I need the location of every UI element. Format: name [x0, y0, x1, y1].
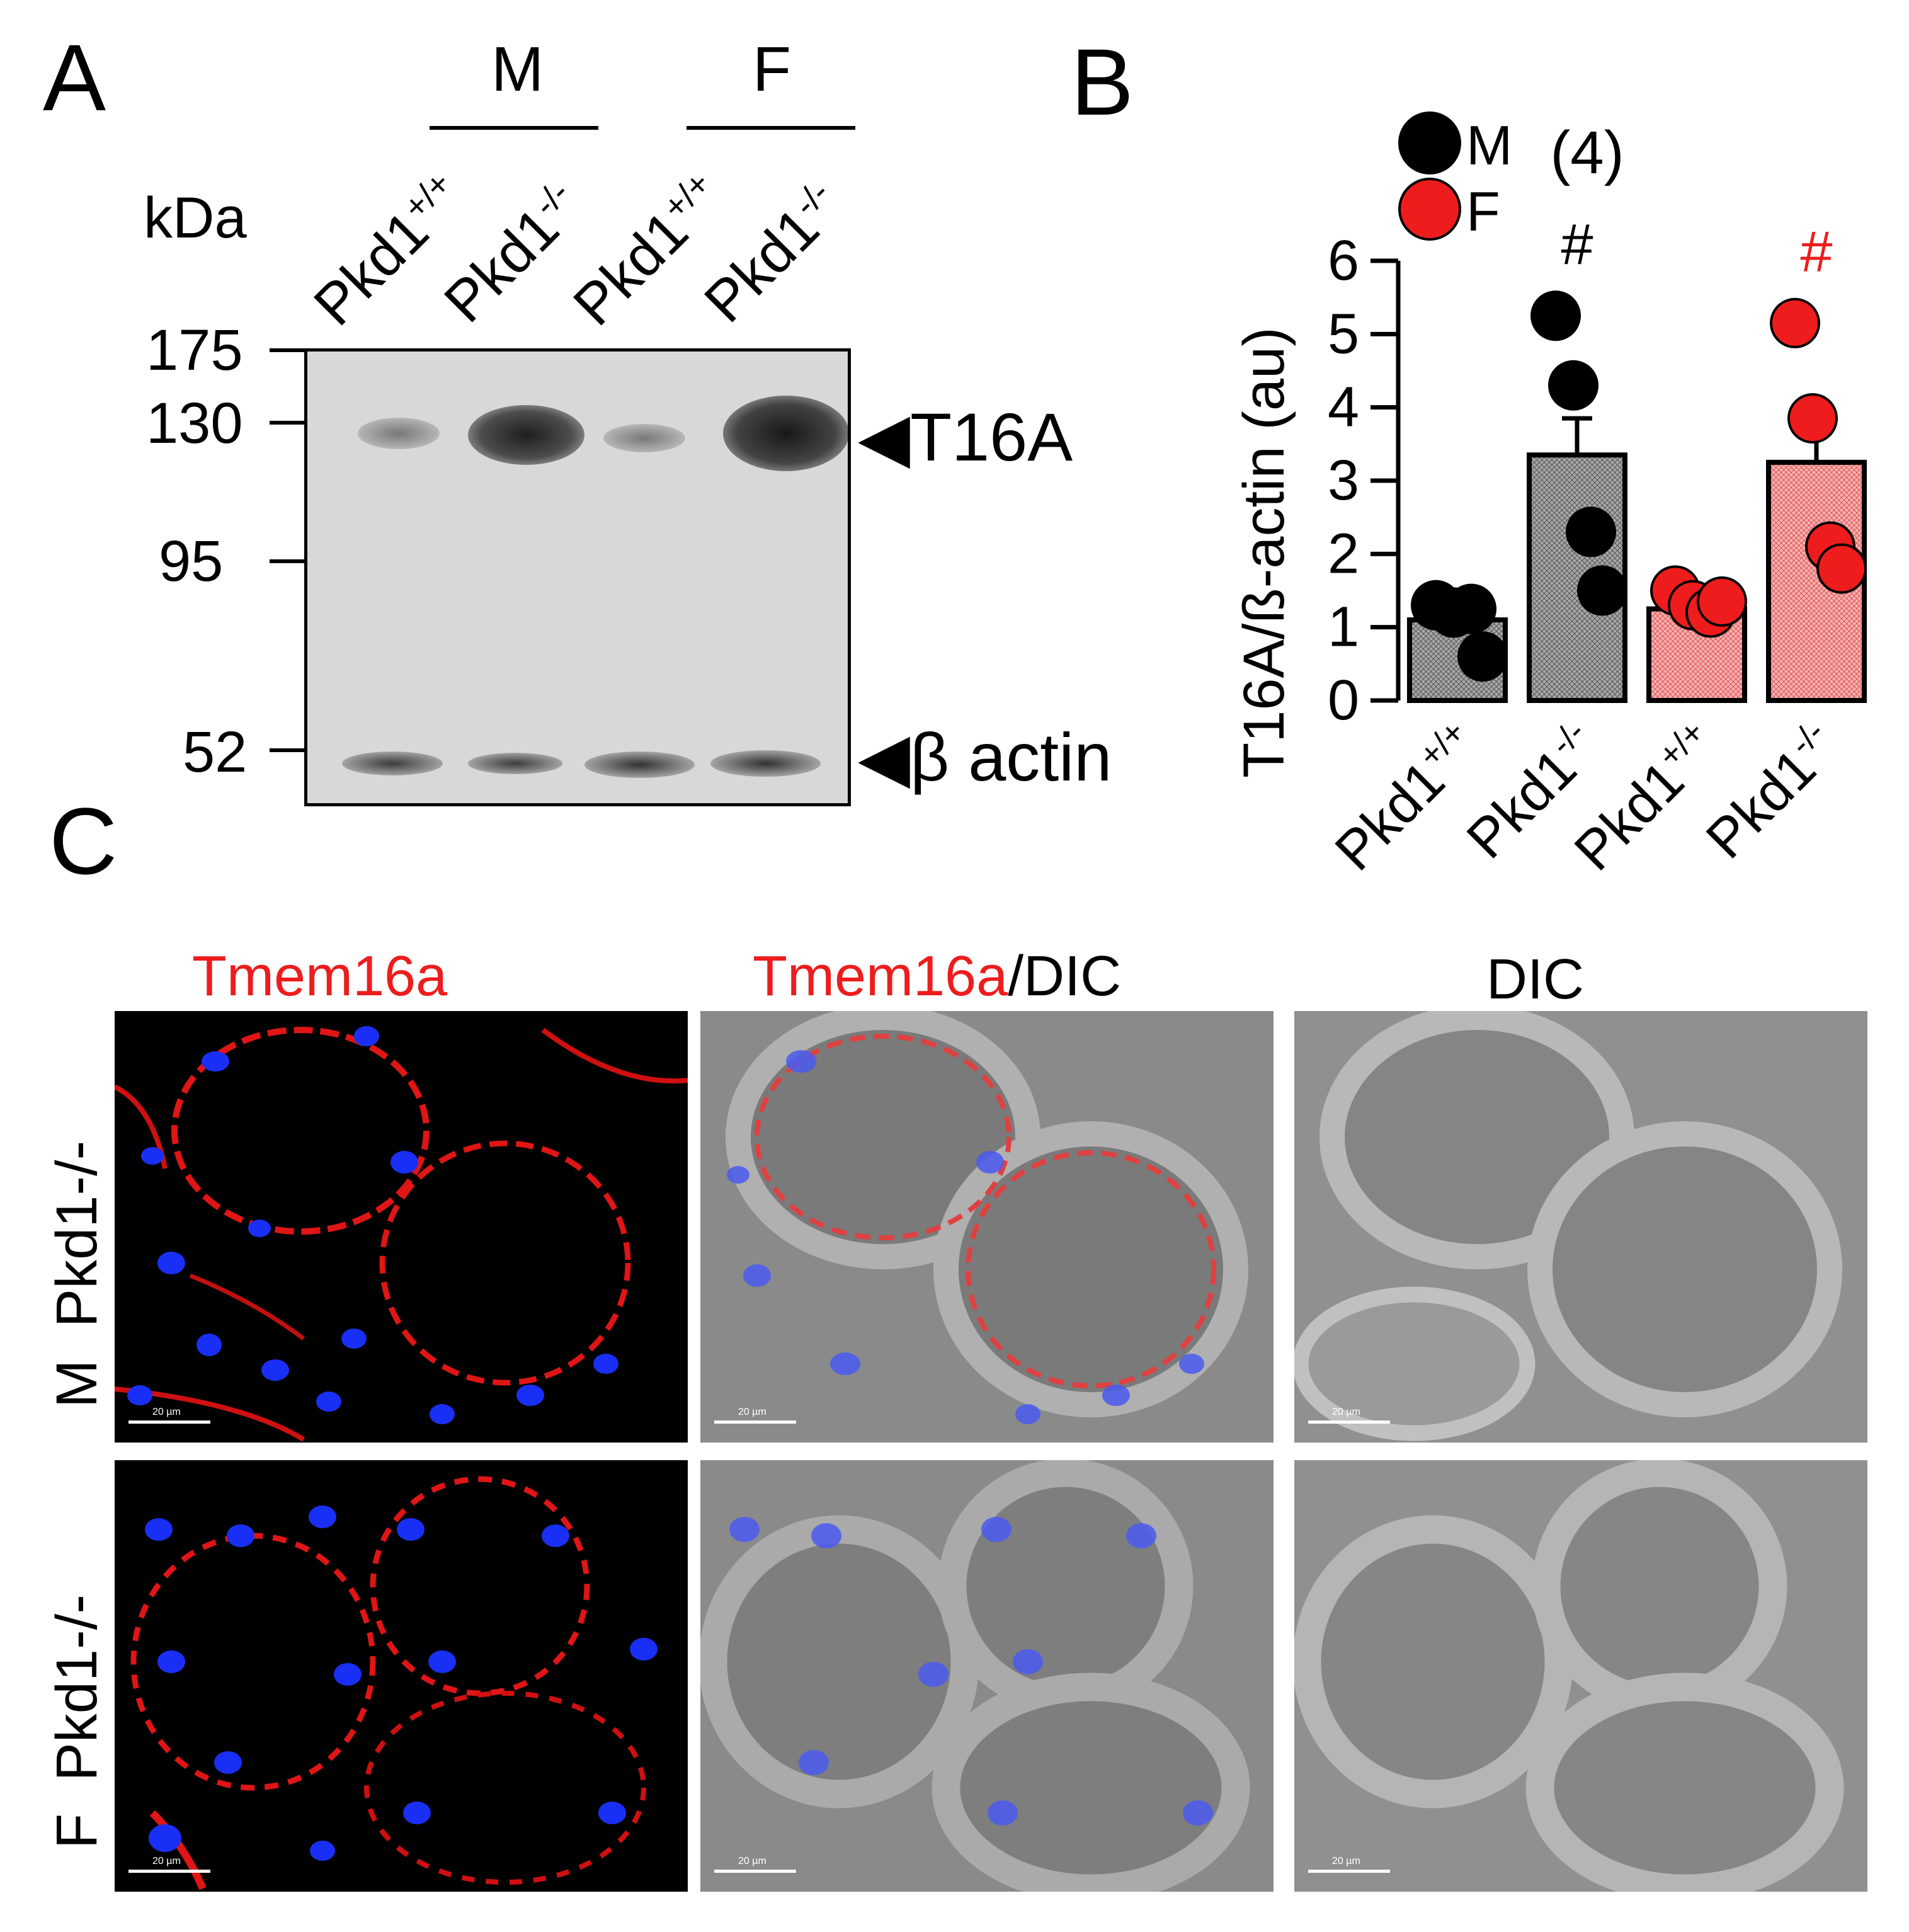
scalebar-3	[1308, 1420, 1390, 1424]
lane-label-3: Pkd1+/+	[561, 164, 733, 338]
micrograph-m-tmem16a-dic: 20 µm	[700, 1011, 1274, 1443]
scalebar-3-text: 20 µm	[1332, 1407, 1360, 1417]
col-title-1: Tmem16a	[192, 948, 447, 1005]
marker-175-tick	[270, 348, 305, 352]
point-1-4	[1457, 631, 1508, 682]
sig-mark-2: #	[1561, 212, 1593, 277]
scalebar-4	[128, 1870, 210, 1873]
t16a-arrow-icon: ◀	[858, 399, 911, 475]
y-tick-label-4: 4	[1328, 376, 1359, 439]
y-tick-label-6: 6	[1328, 229, 1359, 292]
sig-mark-4: #	[1800, 220, 1832, 284]
y-axis-title: T16A/ß-actin (au)	[1232, 327, 1296, 778]
point-1-3	[1446, 583, 1496, 634]
n-label: (4)	[1550, 119, 1624, 186]
group-label-m: M	[491, 34, 544, 105]
micrograph-f-tmem16a: 20 µm	[115, 1460, 688, 1892]
y-tick-label-1: 1	[1328, 596, 1359, 659]
col-title-2-text-a: Tmem16a	[753, 945, 1008, 1008]
f-dic-drawing	[1294, 1460, 1844, 1892]
y-tick-label-3: 3	[1328, 449, 1359, 512]
point-4-1	[1770, 297, 1820, 348]
scalebar-1	[128, 1420, 210, 1424]
scalebar-6-text: 20 µm	[1332, 1856, 1360, 1866]
scalebar-1-text: 20 µm	[152, 1407, 181, 1417]
t16a-band-2	[468, 405, 584, 465]
panel-c-letter: C	[49, 788, 118, 894]
micrograph-f-dic: 20 µm	[1294, 1460, 1867, 1892]
marker-52-tick	[270, 748, 305, 752]
panel-b-letter: B	[1071, 29, 1134, 135]
point-3-4	[1697, 576, 1747, 627]
group-line-f	[687, 126, 855, 130]
micrograph-m-dic: 20 µm	[1294, 1011, 1867, 1443]
actin-band-2	[468, 753, 562, 774]
micrograph-m-tmem16a: 20 µm	[115, 1011, 688, 1443]
f-tmem16a-drawing	[130, 1476, 658, 1890]
scalebar-2-text: 20 µm	[738, 1407, 766, 1417]
t16a-band-1	[358, 418, 440, 449]
col-title-2: Tmem16a/DIC	[753, 948, 1121, 1005]
actin-band-4	[710, 750, 821, 777]
scalebar-2	[714, 1420, 796, 1424]
x-label-1: Pkd1+/+	[1322, 713, 1491, 882]
point-2-4	[1577, 565, 1627, 616]
actin-band-3	[584, 752, 695, 778]
m-tmem16a-drawing	[115, 1026, 688, 1442]
actin-arrow-icon: ◀	[858, 719, 911, 795]
marker-175: 175	[146, 318, 243, 382]
scalebar-5	[714, 1870, 796, 1873]
point-2-3	[1566, 506, 1616, 557]
t16a-arrow-label: ◀T16A	[858, 403, 1073, 471]
t16a-label: T16A	[910, 399, 1073, 475]
marker-130-tick	[270, 421, 305, 425]
panel-a-letter: A	[43, 25, 106, 130]
actin-label: β actin	[910, 719, 1112, 795]
col-title-2-text-b: /DIC	[1008, 945, 1122, 1008]
y-tick-label-0: 0	[1328, 669, 1359, 732]
m-dic-drawing	[1294, 1011, 1842, 1441]
legend-dot-F	[1398, 178, 1461, 241]
y-tick-label-2: 2	[1328, 522, 1359, 585]
actin-band-1	[342, 752, 443, 775]
legend-dot-M	[1398, 111, 1461, 174]
point-4-4	[1816, 543, 1867, 594]
col-title-1-text: Tmem16a	[192, 945, 448, 1008]
y-tick-label-5: 5	[1328, 302, 1359, 365]
group-label-f: F	[753, 34, 792, 105]
t16a-band-3	[603, 424, 685, 452]
legend-label-F: F	[1466, 180, 1500, 243]
m-merge-drawing	[726, 1011, 1248, 1424]
point-2-1	[1530, 290, 1581, 341]
lane-label-1: Pkd1+/+	[302, 164, 474, 338]
row-label-f: F Pkd1-/-	[45, 1594, 109, 1849]
marker-52: 52	[183, 720, 248, 784]
group-line-m	[430, 126, 598, 130]
kda-label: kDa	[144, 186, 247, 250]
scalebar-4-text: 20 µm	[152, 1856, 181, 1866]
f-merge-drawing	[700, 1460, 1250, 1892]
scalebar-5-text: 20 µm	[738, 1856, 766, 1866]
row-label-m: M Pkd1-/-	[45, 1140, 109, 1408]
western-blot-gel	[304, 348, 851, 806]
col-title-3-text: DIC	[1486, 948, 1584, 1011]
t16a-band-4	[723, 396, 848, 471]
scalebar-6	[1308, 1870, 1390, 1873]
legend-label-M: M	[1466, 114, 1512, 176]
actin-arrow-label: ◀β actin	[858, 723, 1112, 791]
marker-95: 95	[159, 529, 224, 593]
micrograph-f-tmem16a-dic: 20 µm	[700, 1460, 1274, 1892]
point-2-2	[1548, 360, 1598, 411]
point-4-2	[1787, 393, 1838, 444]
marker-130: 130	[146, 391, 243, 455]
col-title-3: DIC	[1486, 951, 1584, 1008]
marker-95-tick	[270, 559, 305, 563]
x-label-4: Pkd1-/-	[1693, 713, 1850, 870]
